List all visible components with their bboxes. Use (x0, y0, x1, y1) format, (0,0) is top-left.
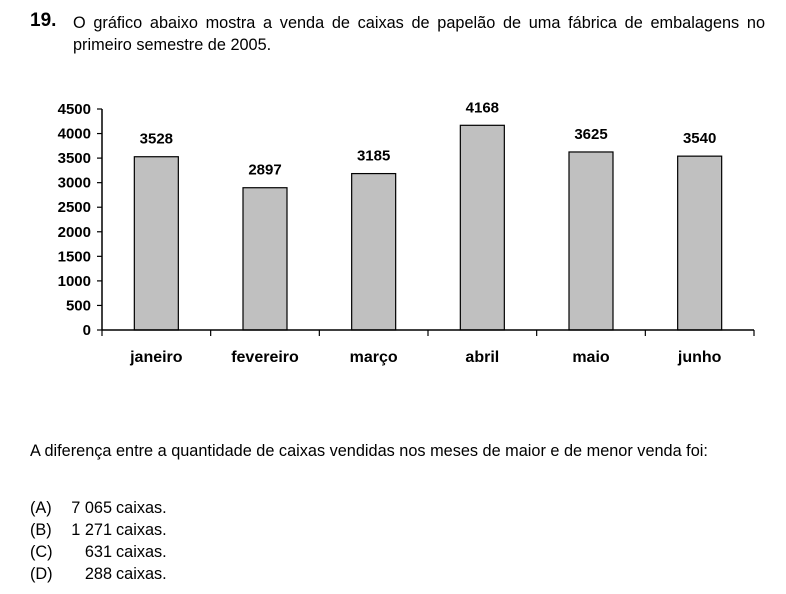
x-category-label: janeiro (129, 349, 183, 366)
x-category-label: fevereiro (231, 349, 299, 366)
y-tick-label: 2000 (58, 224, 91, 241)
data-label: 3540 (683, 130, 716, 147)
x-category-label: maio (572, 349, 610, 366)
y-tick-label: 3000 (58, 175, 91, 192)
option-a[interactable]: (A) 7 065 caixas. (30, 497, 167, 519)
bar-chart: 0 500 1000 1500 2000 2500 3000 3500 4000 4500 352… (58, 99, 755, 366)
option-value: 1 271 (71, 521, 112, 539)
bar-maio (568, 151, 614, 331)
y-tick-label: 500 (66, 297, 91, 314)
y-tick-label: 2500 (58, 199, 91, 216)
data-label: 3185 (357, 148, 390, 165)
x-category-label: março (350, 349, 398, 366)
option-value: 631 (84, 543, 112, 561)
data-label: 4168 (466, 99, 499, 116)
bar-abril (459, 124, 505, 331)
option-d[interactable]: (D) 288 caixas. (30, 563, 167, 585)
y-tick-label: 0 (83, 322, 91, 339)
bar-junho (677, 155, 723, 331)
option-unit: caixas. (116, 565, 167, 583)
bar-fevereiro (242, 187, 288, 331)
question-prompt: A diferença entre a quantidade de caixas… (30, 442, 708, 460)
answer-options: (A) 7 065 caixas. (B) 1 271 caixas. (C) … (30, 497, 167, 585)
data-label: 3625 (574, 126, 607, 143)
y-tick-label: 4000 (58, 126, 91, 143)
bar-março (351, 172, 397, 331)
option-unit: caixas. (116, 499, 167, 517)
option-b[interactable]: (B) 1 271 caixas. (30, 519, 167, 541)
question-text: O gráfico abaixo mostra a venda de caixa… (73, 14, 765, 54)
option-letter: (B) (30, 521, 52, 539)
option-letter: (A) (30, 499, 52, 517)
x-category-label: junho (677, 349, 722, 366)
data-label: 2897 (248, 162, 281, 179)
bars: 3528 2897 3185 4168 3625 3540 (133, 99, 723, 331)
y-tick-label: 3500 (58, 150, 91, 167)
option-letter: (D) (30, 565, 53, 583)
y-axis: 0 500 1000 1500 2000 2500 3000 3500 4000 4500 (58, 101, 103, 339)
option-letter: (C) (30, 543, 53, 561)
option-c[interactable]: (C) 631 caixas. (30, 541, 167, 563)
data-label: 3528 (140, 131, 173, 148)
y-tick-label: 4500 (58, 101, 91, 118)
y-tick-label: 1500 (58, 248, 91, 265)
x-category-label: abril (465, 349, 499, 366)
option-value: 288 (84, 565, 112, 583)
x-axis: janeiro fevereiro março abril maio junho (101, 329, 755, 366)
option-unit: caixas. (116, 521, 167, 539)
bar-janeiro (133, 156, 179, 331)
option-unit: caixas. (116, 543, 167, 561)
option-value: 7 065 (71, 499, 112, 517)
question-number: 19. (30, 10, 57, 31)
y-tick-label: 1000 (58, 273, 91, 290)
